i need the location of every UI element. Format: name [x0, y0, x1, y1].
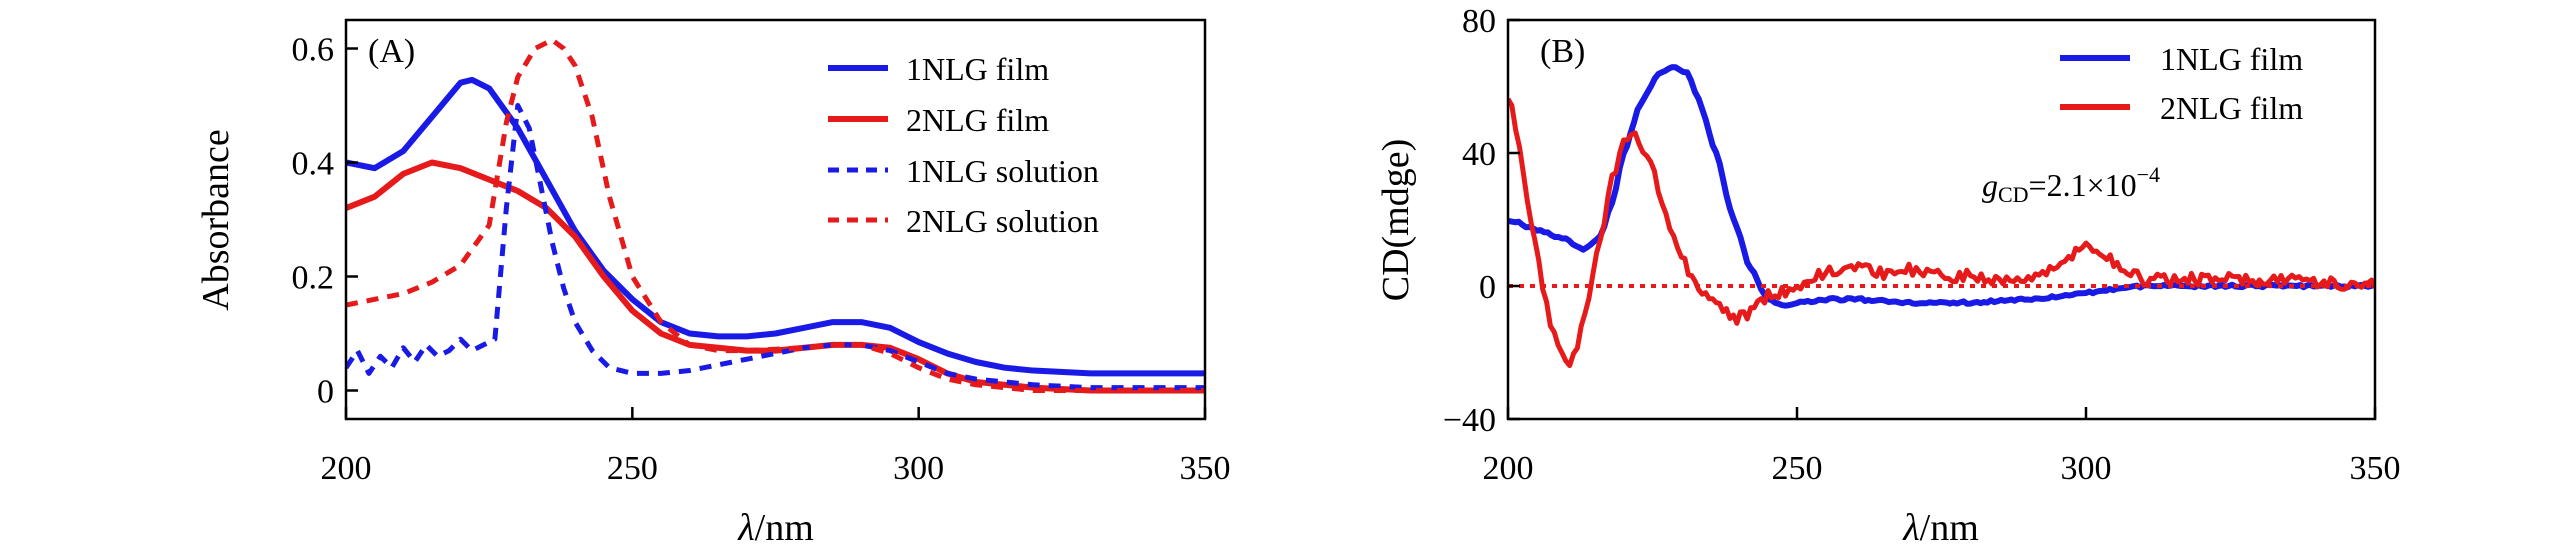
panel-b-x-axis-var: λ [1902, 507, 1919, 549]
panel-b-x-tick-label-200: 200 [1483, 450, 1534, 487]
panel-a-y-axis-title: Absorbance [195, 129, 237, 310]
panel-b-x-axis-title: λ/nm [1902, 507, 1979, 549]
panel-b-y-axis-title: CD(mdge) [1375, 139, 1417, 302]
panel-b-series-1nlg-film [1508, 64, 2375, 309]
legend-b-label-2nlg-film: 2NLG film [2160, 90, 2303, 126]
panel-a: 200 250 300 350 0 0.2 0.4 0.6 (A) 1NLG film 2NL… [195, 18, 1231, 549]
panel-a-label: (A) [368, 33, 415, 70]
panel-a-series-1nlg-film [346, 76, 1205, 377]
panel-b-annotation-gcd: gCD=2.1×10−4 [1982, 162, 2160, 207]
panel-b-y-tick-label-80: 80 [1462, 3, 1496, 40]
panel-a-x-tick-label-200: 200 [321, 450, 372, 487]
annotation-var: g [1982, 167, 1998, 203]
panel-a-x-tick-label-250: 250 [607, 450, 658, 487]
panel-a-x-axis-title: λ/nm [737, 507, 814, 549]
legend-a-label-1nlg-film: 1NLG film [906, 51, 1049, 87]
legend-b-label-1nlg-film: 1NLG film [2160, 41, 2303, 77]
panel-a-series-1nlg-solution [346, 103, 1205, 391]
annotation-exponent: −4 [2137, 162, 2160, 187]
annotation-sub: CD [1998, 182, 2029, 207]
legend-a-label-2nlg-film: 2NLG film [906, 102, 1049, 138]
panel-a-legend: 1NLG film 2NLG film 1NLG solution 2NLG s… [828, 51, 1099, 239]
panel-b: 200 250 300 350 −40 0 40 80 (B) 1NLG film 2NLG … [1375, 3, 2401, 549]
annotation-value: =2.1×10 [2029, 167, 2137, 203]
panel-b-lines [1508, 64, 2375, 369]
panel-a-series-2nlg-solution [346, 37, 1205, 393]
panel-a-x-tick-label-300: 300 [893, 450, 944, 487]
panel-a-series-2nlg-film [346, 159, 1205, 394]
panel-a-y-tick-label-0: 0 [317, 374, 334, 411]
panel-b-y-tick-label-0: 0 [1479, 269, 1496, 306]
panel-a-x-tick-label-350: 350 [1180, 450, 1231, 487]
panel-b-label: (B) [1540, 33, 1585, 70]
panel-b-x-axis-unit: /nm [1920, 507, 1979, 549]
panel-b-ticks: 200 250 300 350 −40 0 40 80 [1443, 3, 2401, 487]
panel-b-x-tick-label-250: 250 [1772, 450, 1823, 487]
panel-a-x-axis-var: λ [737, 507, 754, 549]
panel-a-lines [346, 37, 1205, 394]
panel-a-plot-frame [344, 18, 1207, 421]
panel-a-x-axis-unit: /nm [755, 507, 814, 549]
panel-b-legend: 1NLG film 2NLG film [2060, 41, 2303, 126]
panel-b-plot-frame [1506, 18, 2377, 421]
panel-b-x-tick-label-350: 350 [2350, 450, 2401, 487]
panel-b-series-2nlg-film [1508, 97, 2375, 369]
panel-b-x-tick-label-300: 300 [2061, 450, 2112, 487]
panel-a-y-tick-label-0-4: 0.4 [292, 146, 335, 183]
legend-a-label-2nlg-solution: 2NLG solution [906, 203, 1099, 239]
legend-a-label-1nlg-solution: 1NLG solution [906, 153, 1099, 189]
panel-a-y-tick-label-0-2: 0.2 [292, 260, 335, 297]
panel-a-y-tick-label-0-6: 0.6 [292, 32, 335, 69]
panel-b-y-tick-label-40: −40 [1443, 402, 1496, 439]
panel-a-ticks: 200 250 300 350 0 0.2 0.4 0.6 [292, 32, 1231, 488]
panel-b-y-tick-label-40: 40 [1462, 136, 1496, 173]
